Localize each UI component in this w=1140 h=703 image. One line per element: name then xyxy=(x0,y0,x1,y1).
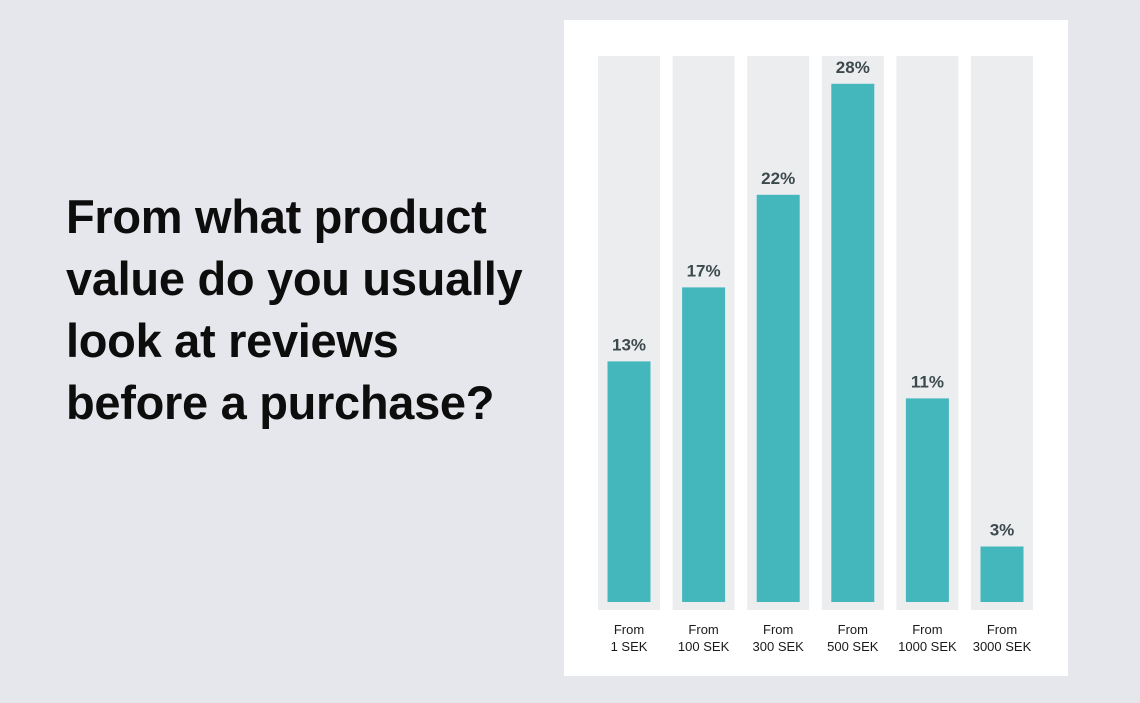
bar-track xyxy=(971,56,1033,610)
category-label-line: From xyxy=(614,622,644,637)
category-label-line: From xyxy=(838,622,868,637)
bar-value-label: 3% xyxy=(990,521,1015,540)
category-label-line: From xyxy=(688,622,718,637)
category-label-line: 1 SEK xyxy=(611,639,648,654)
bar xyxy=(607,361,651,602)
bar-value-label: 13% xyxy=(612,335,646,354)
bar xyxy=(682,287,726,602)
bar-chart: 13% From 1 SEK 17% From 100 SEK 22% From 300 SEK… xyxy=(598,56,1033,654)
category-label: From 1 SEK xyxy=(611,622,648,654)
category-label-line: 500 SEK xyxy=(827,639,879,654)
category-label: From 500 SEK xyxy=(827,622,879,654)
survey-question: From what product value do you usually l… xyxy=(66,190,523,429)
category-label-line: 100 SEK xyxy=(678,639,730,654)
bar xyxy=(831,83,875,603)
bar xyxy=(980,546,1024,602)
category-label-line: From xyxy=(987,622,1017,637)
category-label-line: From xyxy=(763,622,793,637)
category-label: From 100 SEK xyxy=(678,622,730,654)
bar-value-label: 28% xyxy=(836,58,870,77)
bar xyxy=(756,194,800,603)
category-label: From 1000 SEK xyxy=(898,622,957,654)
bar-value-label: 22% xyxy=(761,169,795,188)
category-label: From 300 SEK xyxy=(753,622,805,654)
category-label-line: 3000 SEK xyxy=(973,639,1032,654)
chart-card: 13% From 1 SEK 17% From 100 SEK 22% From 300 SEK… xyxy=(564,20,1068,676)
bar-value-label: 11% xyxy=(911,372,944,391)
bar-value-label: 17% xyxy=(687,261,721,280)
bar xyxy=(905,398,949,602)
category-label-line: 300 SEK xyxy=(753,639,805,654)
category-label-line: 1000 SEK xyxy=(898,639,957,654)
category-label: From 3000 SEK xyxy=(973,622,1032,654)
category-label-line: From xyxy=(912,622,942,637)
